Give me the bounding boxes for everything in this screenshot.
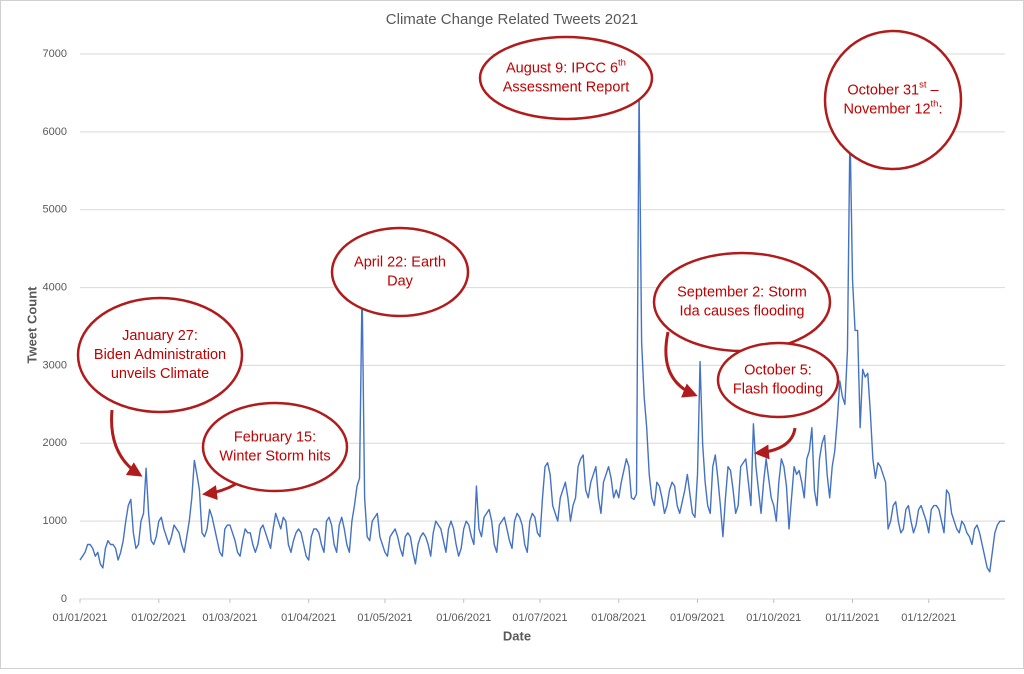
annotation-arrow [110, 409, 143, 477]
y-tick-label: 5000 [43, 204, 67, 216]
x-tick-label: 01/05/2021 [357, 612, 412, 624]
chart-title: Climate Change Related Tweets 2021 [386, 11, 638, 28]
x-tick-label: 01/09/2021 [670, 612, 725, 624]
annotation-bubble [330, 226, 470, 318]
x-axis-title: Date [503, 628, 531, 643]
x-tick-label: 01/12/2021 [901, 612, 956, 624]
annotation-text-part: unveils Climate [111, 366, 209, 382]
annotation: April 22: Earth Day [330, 226, 470, 318]
annotation-text-part: Flash flooding [733, 381, 823, 397]
y-tick-label: 0 [61, 593, 67, 605]
annotation-bubble [716, 341, 840, 419]
annotation-text-part: January 27: [122, 328, 198, 344]
annotation-text-part: September 2: Storm [677, 284, 807, 300]
annotation-text: Assessment Report [503, 79, 630, 95]
annotation-text: October 31st – [847, 80, 939, 99]
annotation-text: January 27: [122, 328, 198, 344]
annotation-text-part: – [927, 82, 940, 98]
annotation-text: February 15: [234, 429, 316, 445]
annotation-text: August 9: IPCC 6th [506, 58, 626, 77]
annotation-arrow [664, 331, 698, 398]
annotation: October 31st –November 12th: [823, 29, 963, 171]
x-tick-label: 01/02/2021 [131, 612, 186, 624]
y-tick-label: 6000 [43, 126, 67, 138]
annotation-text-part: Assessment Report [503, 79, 630, 95]
annotation-text-part: th [931, 99, 939, 110]
annotation: February 15: Winter Storm hits [201, 401, 349, 501]
annotation-bubble [823, 29, 963, 171]
annotation-text-part: August 9: IPCC 6 [506, 60, 618, 76]
annotations: January 27: Biden Administration unveils C… [76, 29, 963, 501]
x-tick-label: 01/03/2021 [202, 612, 257, 624]
annotation-text: Day [387, 273, 414, 289]
y-tick-label: 4000 [43, 281, 67, 293]
x-tick-label: 01/11/2021 [825, 612, 879, 624]
annotation-text: Flash flooding [733, 381, 823, 397]
x-tick-label: 01/07/2021 [512, 612, 567, 624]
plot [79, 88, 1005, 573]
annotation-text-part: February 15: [234, 429, 316, 445]
annotation-text: Biden Administration [94, 347, 226, 363]
annotation-text-part: October 5: [744, 362, 812, 378]
annotation-text-part: October 31 [847, 82, 919, 98]
y-tick-label: 3000 [43, 359, 67, 371]
annotation-text-part: : [938, 101, 942, 117]
annotation-text: Winter Storm hits [219, 448, 330, 464]
x-tick-label: 01/10/2021 [746, 612, 801, 624]
annotation: August 9: IPCC 6th Assessment Report [478, 35, 654, 121]
y-tick-label: 2000 [43, 437, 67, 449]
annotation-text: April 22: Earth [354, 254, 446, 270]
annotation-bubble [201, 401, 349, 493]
x-tick-label: 01/06/2021 [436, 612, 491, 624]
annotation-bubble [478, 35, 654, 121]
annotation-text: Ida causes flooding [680, 303, 805, 319]
data-line [79, 88, 1005, 573]
y-axis-title: Tweet Count [24, 286, 39, 364]
annotation: October 5: Flash flooding [716, 341, 840, 460]
annotation: January 27: Biden Administration unveils C… [76, 296, 244, 477]
annotation-text: unveils Climate [111, 366, 209, 382]
annotation-bubble [652, 251, 832, 353]
x-tick-label: 01/08/2021 [591, 612, 646, 624]
x-tick-label: 01/01/2021 [52, 612, 107, 624]
x-tick-label: 01/04/2021 [281, 612, 336, 624]
annotation-text-part: Biden Administration [94, 347, 226, 363]
annotation-text-part: st [919, 80, 927, 91]
annotation-text-part: Ida causes flooding [680, 303, 805, 319]
annotation-text: October 5: [744, 362, 812, 378]
annotation-arrow [202, 482, 237, 501]
annotation-arrow [754, 427, 797, 460]
annotation-text: November 12th: [843, 99, 942, 118]
annotation-text-part: Day [387, 273, 414, 289]
annotation-text-part: Winter Storm hits [219, 448, 330, 464]
annotation-text: September 2: Storm [677, 284, 807, 300]
annotation-bubble [76, 296, 244, 414]
annotation-text-part: th [618, 58, 626, 69]
annotation: September 2: Storm Ida causes flooding [652, 251, 832, 398]
y-tick-label: 1000 [43, 515, 67, 527]
annotation-text-part: November 12 [843, 101, 930, 117]
annotation-text-part: April 22: Earth [354, 254, 446, 270]
y-tick-label: 7000 [43, 48, 67, 60]
